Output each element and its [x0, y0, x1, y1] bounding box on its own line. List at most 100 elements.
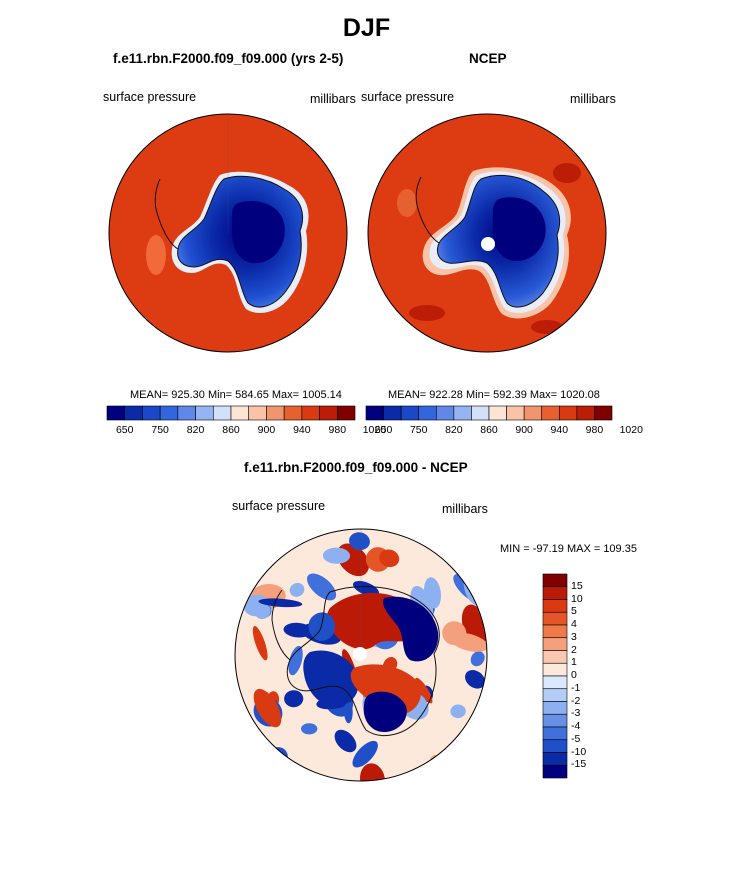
colorbar-swatch: [558, 405, 578, 421]
colorbar-swatch: [523, 405, 543, 421]
colorbar-tick-label: 1: [571, 656, 577, 669]
colorbar-swatch: [542, 611, 568, 626]
colorbar-tick-label: 10: [571, 592, 583, 605]
model-left-label: surface pressure: [103, 90, 197, 104]
colorbar-tick-label: 820: [186, 424, 205, 436]
colorbar-swatch: [142, 405, 161, 421]
diff-negative-blob: [254, 529, 282, 549]
colorbar-tick-label: 750: [409, 424, 428, 436]
colorbar-tick-label: 1020: [619, 424, 643, 436]
colorbar-tick-label: 3: [571, 630, 577, 643]
diff-negative-blob: [258, 598, 303, 608]
colorbar-swatch: [542, 573, 568, 588]
colorbar-swatch: [488, 405, 507, 421]
model-polar-map: [108, 113, 348, 353]
model-lowest-pressure-core: [231, 201, 285, 264]
colorbar-tick-label: -4: [571, 720, 581, 732]
colorbar-tick-label: -3: [571, 707, 581, 720]
obs-colorbar: [365, 405, 613, 421]
colorbar-swatch: [542, 752, 568, 766]
diff-positive-blob: [415, 677, 433, 704]
model-stats: MEAN= 925.30 Min= 584.65 Max= 1005.14: [130, 389, 342, 401]
colorbar-swatch: [542, 586, 568, 600]
colorbar-swatch: [365, 405, 384, 421]
model-coastline: [177, 175, 304, 308]
colorbar-swatch: [542, 739, 568, 753]
obs-patch: [553, 163, 581, 183]
colorbar-swatch: [594, 405, 613, 421]
colorbar-swatch: [230, 405, 250, 421]
colorbar-tick-label: 980: [328, 424, 347, 436]
colorbar-tick-label: 900: [257, 424, 276, 436]
diff-positive-blob: [253, 688, 282, 728]
diff-right-label: millibars: [442, 502, 488, 516]
obs-stats: MEAN= 922.28 Min= 592.39 Max= 1020.08: [388, 389, 600, 401]
diff-positive-blob: [405, 529, 421, 540]
diff-negative-blob: [423, 577, 442, 609]
colorbar-swatch: [542, 688, 568, 702]
obs-patch: [409, 305, 445, 321]
colorbar-tick-label: 650: [115, 424, 134, 436]
colorbar-tick-label: -10: [571, 745, 587, 758]
diff-colorbar: [542, 573, 568, 779]
colorbar-tick-label: 650: [374, 424, 393, 436]
obs-coastline: [436, 174, 561, 308]
diff-negative-blob: [353, 580, 379, 597]
colorbar-swatch: [383, 405, 402, 421]
diff-negative-blob: [334, 729, 357, 753]
colorbar-swatch: [418, 405, 437, 421]
obs-polar-map: [367, 113, 607, 353]
colorbar-swatch: [542, 726, 568, 741]
model-map-border: [108, 113, 348, 353]
colorbar-swatch: [541, 405, 560, 421]
colorbar-swatch: [248, 405, 267, 421]
colorbar-swatch: [506, 405, 525, 421]
colorbar-tick-label: 15: [571, 579, 583, 592]
colorbar-swatch: [542, 675, 568, 690]
colorbar-swatch: [400, 405, 420, 421]
colorbar-tick-label: 1020: [362, 424, 387, 436]
diff-polar-map: [234, 528, 488, 782]
colorbar-swatch: [435, 405, 455, 421]
model-peninsula-coast: [154, 178, 179, 250]
colorbar-swatch: [266, 405, 285, 421]
diff-negative-anomaly: [383, 596, 439, 662]
colorbar-swatch: [542, 624, 568, 639]
colorbar-tick-label: -1: [571, 681, 581, 694]
colorbar-tick-label: 0: [571, 669, 577, 681]
diff-positive-blob: [252, 626, 268, 661]
colorbar-tick-label: 5: [571, 605, 577, 618]
diff-negative-blob: [289, 582, 305, 597]
diff-negative-blob: [284, 690, 304, 708]
diff-panel-title: f.e11.rbn.F2000.f09_f09.000 - NCEP: [244, 460, 468, 475]
colorbar-swatch: [283, 405, 303, 421]
model-panel-title: f.e11.rbn.F2000.f09_f09.000 (yrs 2-5): [113, 51, 344, 66]
obs-lowest-pressure-core: [492, 197, 546, 261]
obs-peninsula-coast: [415, 176, 440, 244]
colorbar-swatch: [453, 405, 472, 421]
diff-coastline: [286, 586, 440, 737]
diff-negative-blob: [469, 741, 487, 765]
colorbar-swatch: [542, 701, 568, 715]
colorbar-swatch: [542, 662, 568, 677]
colorbar-swatch: [542, 599, 568, 613]
obs-right-label: millibars: [570, 92, 616, 106]
colorbar-tick-label: -15: [571, 758, 587, 771]
colorbar-tick-label: 940: [293, 424, 311, 436]
colorbar-swatch: [301, 405, 320, 421]
diff-negative-blob: [235, 723, 253, 760]
model-colorbar: [106, 405, 356, 421]
diff-negative-anomaly: [303, 650, 359, 707]
colorbar-swatch: [542, 650, 568, 664]
diff-positive-blob: [235, 715, 251, 740]
colorbar-tick-label: 750: [151, 424, 169, 436]
diff-positive-blob: [442, 621, 467, 646]
diff-negative-blob: [236, 540, 251, 558]
diff-negative-anomaly: [363, 691, 407, 732]
diff-positive-blob: [379, 549, 400, 568]
colorbar-swatch: [212, 405, 232, 421]
colorbar-swatch: [177, 405, 196, 421]
diff-map-border: [234, 528, 488, 782]
colorbar-tick-label: 860: [480, 424, 498, 436]
colorbar-swatch: [471, 405, 490, 421]
